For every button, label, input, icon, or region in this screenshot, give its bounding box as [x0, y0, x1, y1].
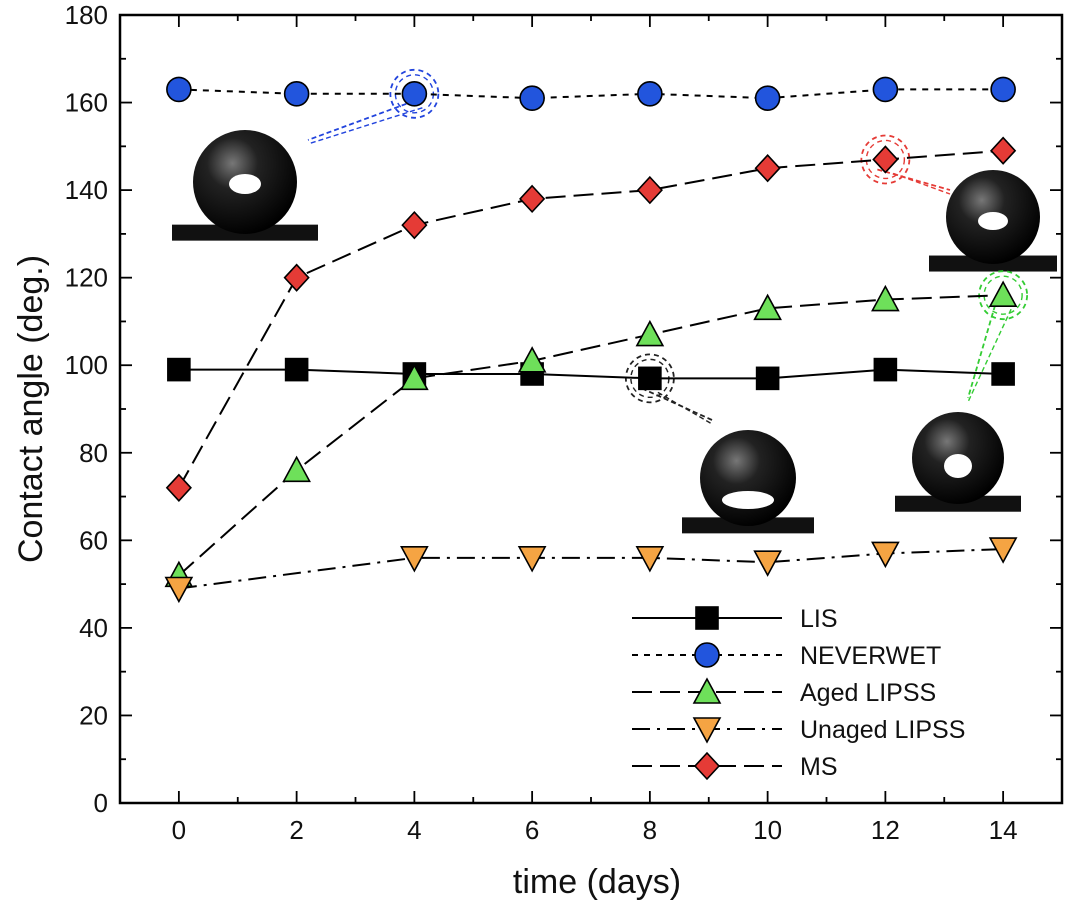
point-aged-lipss	[988, 280, 1018, 307]
point-ms	[283, 263, 310, 292]
series-markers	[164, 76, 1018, 604]
legend-label: Aged LIPSS	[800, 679, 936, 707]
point-unaged-lipss	[988, 537, 1018, 564]
point-unaged-lipss	[164, 576, 194, 604]
point-lis	[873, 357, 898, 382]
y-tick-label: 120	[65, 263, 108, 293]
point-ms	[872, 145, 899, 174]
point-lis	[638, 366, 662, 391]
callout-ms	[860, 134, 951, 195]
legend-item-lis: LIS	[632, 605, 838, 633]
y-tick-label: 0	[94, 788, 108, 818]
legend-label: LIS	[800, 605, 838, 633]
point-lis	[284, 357, 309, 382]
legend-marker	[692, 677, 722, 704]
point-neverwet	[990, 76, 1016, 103]
legend-label: NEVERWET	[800, 642, 941, 670]
legend-marker	[695, 606, 719, 630]
y-tick-label: 140	[65, 175, 108, 205]
point-neverwet	[166, 76, 192, 103]
x-tick-label: 8	[643, 815, 657, 845]
y-axis-title: Contact angle (deg.)	[12, 255, 50, 563]
series-line-neverwet	[178, 88, 1004, 100]
x-tick-label: 14	[989, 815, 1018, 845]
x-tick-label: 0	[172, 815, 186, 845]
legend-marker	[694, 642, 720, 668]
droplet-insets	[172, 130, 1057, 534]
droplet-lis	[682, 430, 814, 534]
point-ms	[990, 136, 1017, 165]
y-tick-label: 180	[65, 0, 108, 30]
legend-marker	[692, 717, 722, 744]
y-tick-label: 160	[65, 88, 108, 118]
droplet-ms	[929, 170, 1057, 272]
legend-item-ms: MS	[632, 751, 838, 781]
point-neverwet	[519, 85, 545, 111]
point-neverwet	[637, 81, 663, 107]
legend-item-unaged-lipss: Unaged LIPSS	[632, 716, 965, 744]
point-neverwet	[872, 76, 899, 103]
point-ms	[401, 210, 428, 240]
point-aged-lipss	[871, 284, 900, 312]
point-ms	[636, 175, 663, 205]
point-neverwet	[401, 81, 428, 107]
point-ms	[754, 154, 781, 183]
droplet-aged-lipss	[895, 412, 1021, 512]
x-tick-labels: 0 2 4 6 8 10 12 14	[172, 815, 1018, 845]
point-aged-lipss	[282, 455, 311, 483]
x-axis-title: time (days)	[513, 863, 681, 901]
y-tick-label: 80	[79, 438, 108, 468]
legend-label: Unaged LIPSS	[800, 716, 965, 744]
x-tick-label: 12	[871, 815, 900, 845]
point-lis	[991, 362, 1015, 386]
y-tick-label: 40	[79, 613, 108, 643]
series-line-ms	[178, 149, 1004, 489]
point-unaged-lipss	[635, 546, 665, 573]
y-tick-label: 20	[79, 700, 108, 730]
y-tick-label: 100	[65, 350, 108, 380]
point-aged-lipss	[517, 346, 547, 373]
legend: LIS NEVERWET Aged LIPSS Unaged LIPSS MS	[632, 605, 965, 781]
legend-marker	[693, 751, 721, 781]
legend-item-aged-lipss: Aged LIPSS	[632, 677, 936, 707]
y-tick-label: 60	[79, 525, 108, 555]
point-ms	[519, 184, 546, 214]
point-unaged-lipss	[517, 546, 547, 573]
legend-label: MS	[800, 753, 838, 781]
point-aged-lipss	[400, 363, 429, 391]
axis-ticks	[119, 14, 1063, 804]
point-lis	[167, 357, 191, 382]
point-lis	[755, 366, 780, 391]
point-unaged-lipss	[400, 546, 429, 573]
droplet-neverwet	[172, 130, 318, 241]
point-aged-lipss	[635, 319, 665, 347]
point-neverwet	[754, 85, 781, 111]
series-line-aged-lipss	[178, 294, 1004, 577]
point-unaged-lipss	[753, 550, 782, 577]
x-tick-label: 2	[289, 815, 303, 845]
x-tick-label: 10	[753, 815, 782, 845]
point-unaged-lipss	[871, 541, 900, 569]
x-tick-label: 6	[525, 815, 539, 845]
x-tick-label: 4	[407, 815, 421, 845]
series-line-lis	[178, 368, 1004, 380]
y-tick-labels: 0 20 40 60 80 100 120 140 160 180	[65, 0, 108, 818]
point-neverwet	[283, 81, 310, 107]
legend-item-neverwet: NEVERWET	[632, 642, 941, 670]
point-aged-lipss	[753, 293, 782, 321]
point-ms	[165, 473, 192, 502]
